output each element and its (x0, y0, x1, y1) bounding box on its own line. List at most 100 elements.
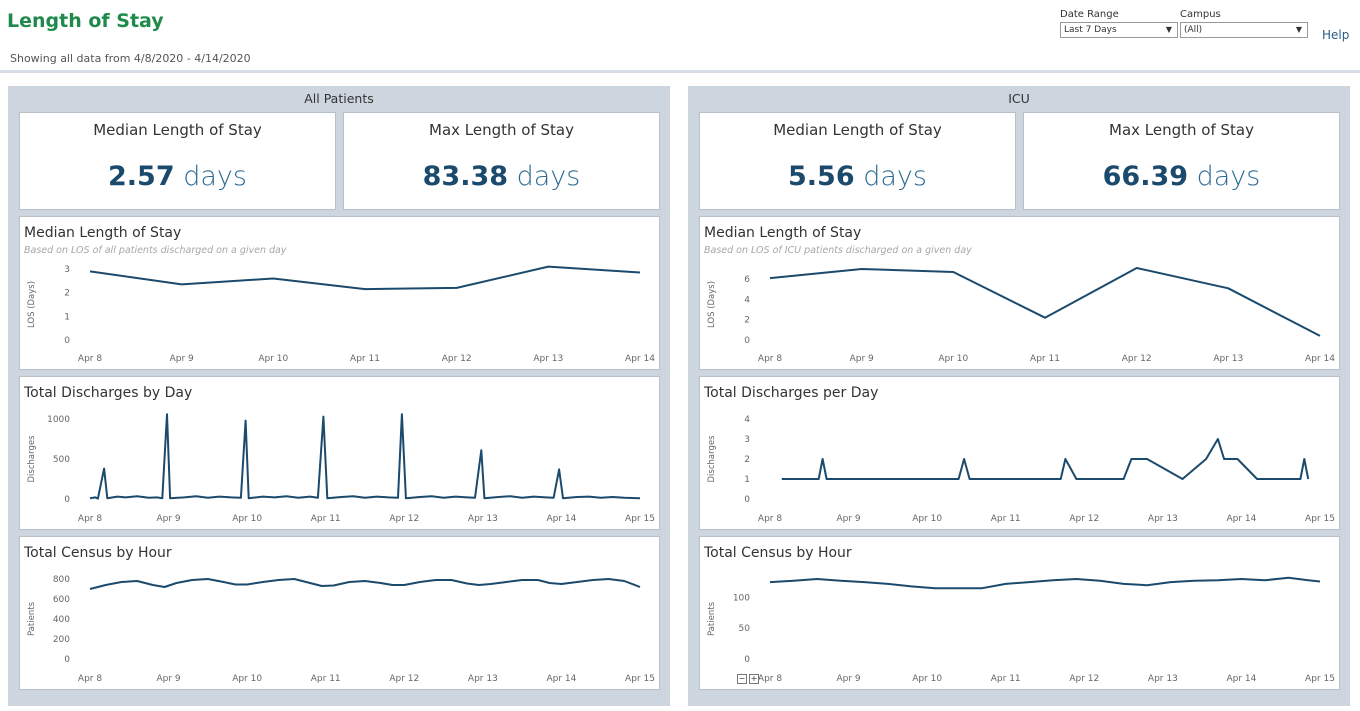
kpi-number: 5.56 (788, 161, 855, 192)
y-tick-label: 0 (744, 655, 750, 665)
campus-label: Campus (1180, 9, 1221, 20)
x-tick-label: Apr 15 (625, 674, 655, 684)
chart-title: Total Discharges by Day (24, 385, 193, 401)
campus-select[interactable]: (All) ▼ (1180, 22, 1308, 38)
chart-icu-census[interactable]: 0 50 100 Patients Apr 8 Apr 9 Apr 10 Apr 11 Apr … (700, 537, 1339, 689)
panel-icu: ICU Median Length of Stay 5.56 days Max … (688, 86, 1350, 706)
chart-card-icu-median: Median Length of Stay Based on LOS of IC… (699, 216, 1340, 370)
x-tick-label: Apr 12 (389, 514, 419, 524)
chart-title: Total Census by Hour (24, 545, 172, 561)
x-tick-label: Apr 9 (170, 354, 194, 364)
x-tick-label: Apr 9 (156, 514, 180, 524)
kpi-card-median: Median Length of Stay 2.57 days (19, 112, 336, 210)
y-axis-label: Patients (27, 601, 37, 636)
zoom-out-icon[interactable]: − (737, 674, 747, 684)
kpi-number: 2.57 (108, 161, 175, 192)
y-tick-label: 0 (64, 655, 70, 665)
kpi-card-max: Max Length of Stay 66.39 days (1023, 112, 1340, 210)
x-tick-label: Apr 11 (991, 514, 1021, 524)
y-tick-label: 0 (744, 495, 750, 505)
x-tick-label: Apr 8 (758, 354, 782, 364)
chart-card-ap-median: Median Length of Stay Based on LOS of al… (19, 216, 660, 370)
series-line (89, 578, 641, 590)
y-tick-label: 0 (64, 336, 70, 346)
x-tick-label: Apr 11 (350, 354, 380, 364)
y-axis-label: Patients (707, 601, 717, 636)
chart-card-icu-discharges: Total Discharges per Day 0 1 2 3 4 Discharges… (699, 376, 1340, 530)
date-range-filter: Date Range Last 7 Days ▼ (1060, 9, 1178, 38)
chart-title: Median Length of Stay (704, 225, 862, 241)
y-tick-label: 50 (739, 624, 751, 634)
chart-icu-median[interactable]: 0 2 4 6 LOS (Days) Apr 8 Apr 9 Apr 10 Apr 11 Apr … (700, 217, 1339, 369)
x-tick-label: Apr 11 (991, 674, 1021, 684)
chart-title: Total Census by Hour (704, 545, 852, 561)
kpi-value: 5.56 days (700, 161, 1015, 192)
x-tick-label: Apr 8 (758, 674, 782, 684)
x-tick-label: Apr 15 (625, 514, 655, 524)
chevron-down-icon: ▼ (1165, 25, 1172, 34)
x-tick-label: Apr 14 (1226, 514, 1256, 524)
y-tick-label: 4 (744, 295, 750, 305)
y-tick-label: 2 (744, 455, 750, 465)
kpi-value: 2.57 days (20, 161, 335, 192)
panel-title: ICU (1008, 91, 1030, 106)
kpi-label: Median Length of Stay (773, 121, 942, 139)
chart-title: Total Discharges per Day (704, 385, 879, 401)
y-tick-label: 800 (53, 575, 70, 585)
chart-ap-discharges[interactable]: 0 500 1000 Discharges Apr 8 Apr 9 Apr 10 Apr 11… (20, 377, 659, 529)
y-tick-label: 3 (64, 265, 70, 275)
chart-ap-census[interactable]: 0 200 400 600 800 Patients Apr 8 Apr 9 Apr 10 Apr… (20, 537, 659, 689)
y-tick-label: 6 (744, 275, 750, 285)
kpi-number: 83.38 (422, 161, 509, 192)
x-tick-label: Apr 10 (912, 674, 942, 684)
kpi-label: Max Length of Stay (1109, 121, 1254, 139)
kpi-card-median: Median Length of Stay 5.56 days (699, 112, 1016, 210)
kpi-unit: days (516, 161, 581, 192)
y-tick-label: 2 (64, 289, 70, 299)
x-tick-label: Apr 8 (78, 674, 102, 684)
panel-title: All Patients (304, 91, 374, 106)
kpi-number: 66.39 (1102, 161, 1189, 192)
chart-icu-discharges[interactable]: 0 1 2 3 4 Discharges Apr 8 Apr 9 Apr 10 Apr 11 Apr… (700, 377, 1339, 529)
x-tick-label: Apr 10 (258, 354, 288, 364)
help-link[interactable]: Help (1322, 28, 1350, 42)
x-tick-label: Apr 15 (1305, 514, 1335, 524)
x-tick-label: Apr 13 (468, 514, 498, 524)
kpi-value: 66.39 days (1024, 161, 1339, 192)
x-tick-label: Apr 9 (836, 514, 860, 524)
panel-all-patients: All Patients Median Length of Stay 2.57 … (8, 86, 670, 706)
date-range-select[interactable]: Last 7 Days ▼ (1060, 22, 1178, 38)
header-divider (0, 70, 1360, 73)
chart-title: Median Length of Stay (24, 225, 182, 241)
chart-ap-median[interactable]: 0 1 2 3 LOS (Days) Apr 8 Apr 9 Apr 10 Apr 11 Apr … (20, 217, 659, 369)
x-tick-label: Apr 9 (156, 674, 180, 684)
y-tick-label: 4 (744, 415, 750, 425)
x-tick-label: Apr 11 (311, 674, 341, 684)
x-tick-label: Apr 13 (1148, 674, 1178, 684)
y-tick-label: 600 (53, 595, 70, 605)
y-tick-label: 0 (744, 336, 750, 346)
y-tick-label: 3 (744, 435, 750, 445)
y-axis-label: Discharges (707, 435, 717, 483)
x-tick-label: Apr 11 (311, 514, 341, 524)
x-tick-label: Apr 13 (468, 674, 498, 684)
date-range-value: Last 7 Days (1064, 25, 1117, 35)
chart-subtitle: Based on LOS of ICU patients discharged … (704, 245, 972, 256)
series-line (89, 265, 641, 291)
x-tick-label: Apr 10 (938, 354, 968, 364)
kpi-label: Max Length of Stay (429, 121, 574, 139)
y-tick-label: 1 (64, 312, 70, 322)
campus-value: (All) (1184, 25, 1203, 35)
x-tick-label: Apr 13 (533, 354, 563, 364)
y-tick-label: 2 (744, 316, 750, 326)
y-axis-label: LOS (Days) (707, 281, 717, 328)
x-tick-label: Apr 15 (1305, 674, 1335, 684)
chart-card-ap-discharges: Total Discharges by Day 0 500 1000 Discharg… (19, 376, 660, 530)
kpi-label: Median Length of Stay (93, 121, 262, 139)
x-tick-label: Apr 14 (546, 674, 576, 684)
chevron-down-icon: ▼ (1295, 25, 1302, 34)
chart-card-icu-census: Total Census by Hour 0 50 100 Patients Apr 8… (699, 536, 1340, 690)
kpi-unit: days (1196, 161, 1261, 192)
x-tick-label: Apr 9 (836, 674, 860, 684)
zoom-in-icon[interactable]: + (749, 674, 759, 684)
